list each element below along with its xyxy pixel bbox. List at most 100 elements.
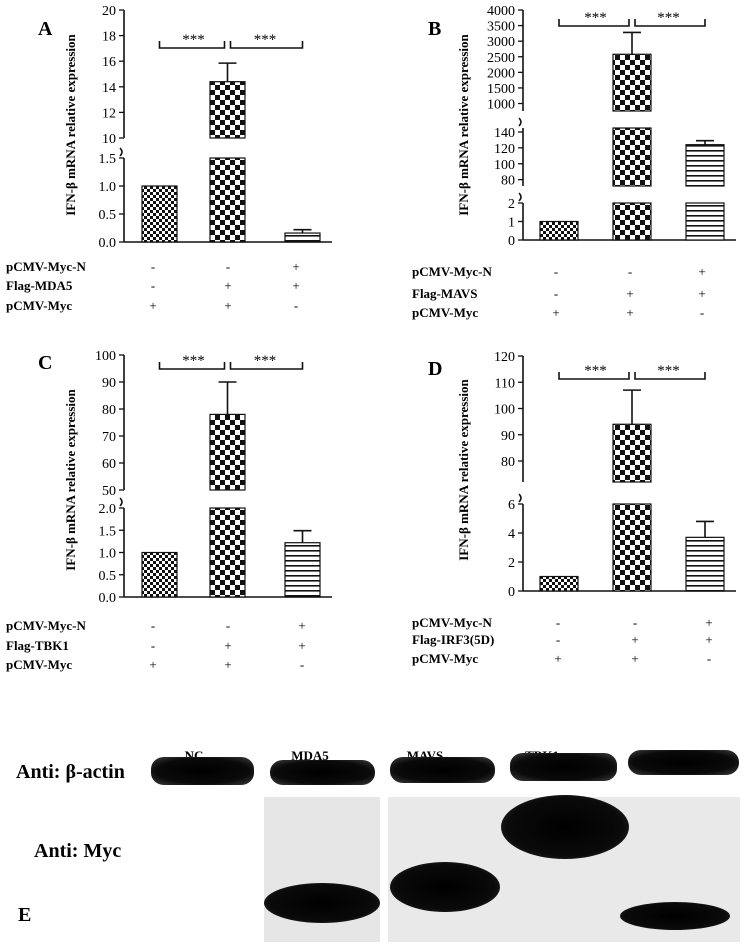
y-tick-label: 1500 [487,82,515,97]
y-tick-label: 0.5 [99,569,117,584]
band [390,757,495,783]
y-tick-label: 0.5 [99,208,117,223]
y-tick-label: 120 [494,350,515,365]
y-tick-label: 70 [102,430,116,445]
condition-label: Flag-TBK1 [6,638,69,653]
y-tick-label: 80 [102,403,116,418]
condition-mark: - [554,264,558,279]
condition-label: pCMV-Myc-N [6,618,87,633]
condition-mark: + [224,657,231,672]
condition-mark: + [554,651,561,666]
condition-mark: - [707,651,711,666]
y-tick-label: 3500 [487,20,515,35]
condition-mark: + [149,298,156,313]
y-tick-label: 20 [102,4,116,19]
condition-mark: - [151,638,155,653]
condition-mark: - [300,657,304,672]
panel-letter: D [428,358,442,380]
condition-label: pCMV-Myc-N [412,264,493,279]
bar [612,202,652,241]
y-tick-label: 0 [508,234,515,249]
condition-mark: + [298,618,305,633]
significance-label: *** [182,32,205,48]
condition-label: pCMV-Myc [412,305,478,320]
bar [612,53,652,112]
significance-label: *** [657,363,680,379]
y-tick-label: 14 [102,81,116,96]
axis-break [119,147,123,157]
y-tick-label: 3000 [487,35,515,50]
y-tick-label: 80 [501,455,515,470]
y-tick-label: 2.0 [99,502,117,517]
y-tick-label: 50 [102,484,116,499]
bar [209,507,246,598]
condition-label: pCMV-Myc [412,651,478,666]
condition-mark: + [626,286,633,301]
y-tick-label: 18 [102,30,116,45]
significance-bracket [558,372,630,380]
bar [685,536,725,592]
condition-label: pCMV-Myc-N [6,259,87,274]
bar [612,423,652,483]
condition-mark: + [705,632,712,647]
condition-mark: - [633,615,637,630]
row-label-beta-actin: Anti: β-actin [16,761,125,783]
y-tick-label: 4000 [487,4,515,19]
band [501,795,629,859]
significance-label: *** [584,10,607,26]
panel-letter: E [18,904,31,926]
condition-mark: + [292,278,299,293]
condition-mark: + [626,305,633,320]
condition-label: Flag-MAVS [412,286,477,301]
condition-mark: + [224,278,231,293]
y-tick-label: 2000 [487,66,515,81]
axis-break [119,497,123,507]
condition-label: pCMV-Myc [6,298,72,313]
panel-a: A IFN-β mRNA relative expression 0.0 0.5 1.0… [6,4,332,313]
condition-mark: - [294,298,298,313]
panel-letter: C [38,352,52,374]
significance-bracket [158,362,226,370]
condition-mark: - [700,305,704,320]
y-tick-label: 90 [501,429,515,444]
condition-mark: + [224,638,231,653]
condition-mark: - [151,618,155,633]
condition-mark: - [226,259,230,274]
y-tick-label: 1000 [487,98,515,113]
axis-break [518,117,522,127]
condition-mark: - [556,615,560,630]
condition-mark: + [705,615,712,630]
y-tick-label: 1.0 [99,180,117,195]
panel-letter: A [38,18,53,40]
significance-label: *** [657,10,680,26]
y-tick-label: 80 [501,174,515,189]
condition-label: Flag-IRF3(5D) [412,632,494,647]
significance-label: *** [254,353,277,369]
bar [141,185,178,243]
y-tick-label: 6 [508,498,515,513]
bar [209,413,246,491]
y-tick-label: 100 [95,349,116,364]
panel-e-blot: NCMDA5MAVSTBK1IRF3(5D)Anti: β-actinAnti:… [16,748,740,942]
bar [284,542,321,598]
y-axis-label: IFN-β mRNA relative expression [456,378,471,560]
condition-label: pCMV-Myc [6,657,72,672]
condition-mark: + [631,632,638,647]
bar [539,220,579,241]
row-label-myc: Anti: Myc [34,840,121,862]
y-tick-label: 100 [494,403,515,418]
condition-mark: + [698,264,705,279]
condition-mark: - [226,618,230,633]
condition-mark: - [151,259,155,274]
y-tick-label: 110 [495,376,515,391]
y-tick-label: 4 [508,527,515,542]
axis-break [518,493,522,503]
y-tick-label: 0.0 [99,591,117,606]
y-tick-label: 140 [494,126,515,141]
significance-bracket [158,41,226,49]
condition-label: Flag-MDA5 [6,278,73,293]
bar [612,503,652,592]
significance-bracket [634,19,706,27]
